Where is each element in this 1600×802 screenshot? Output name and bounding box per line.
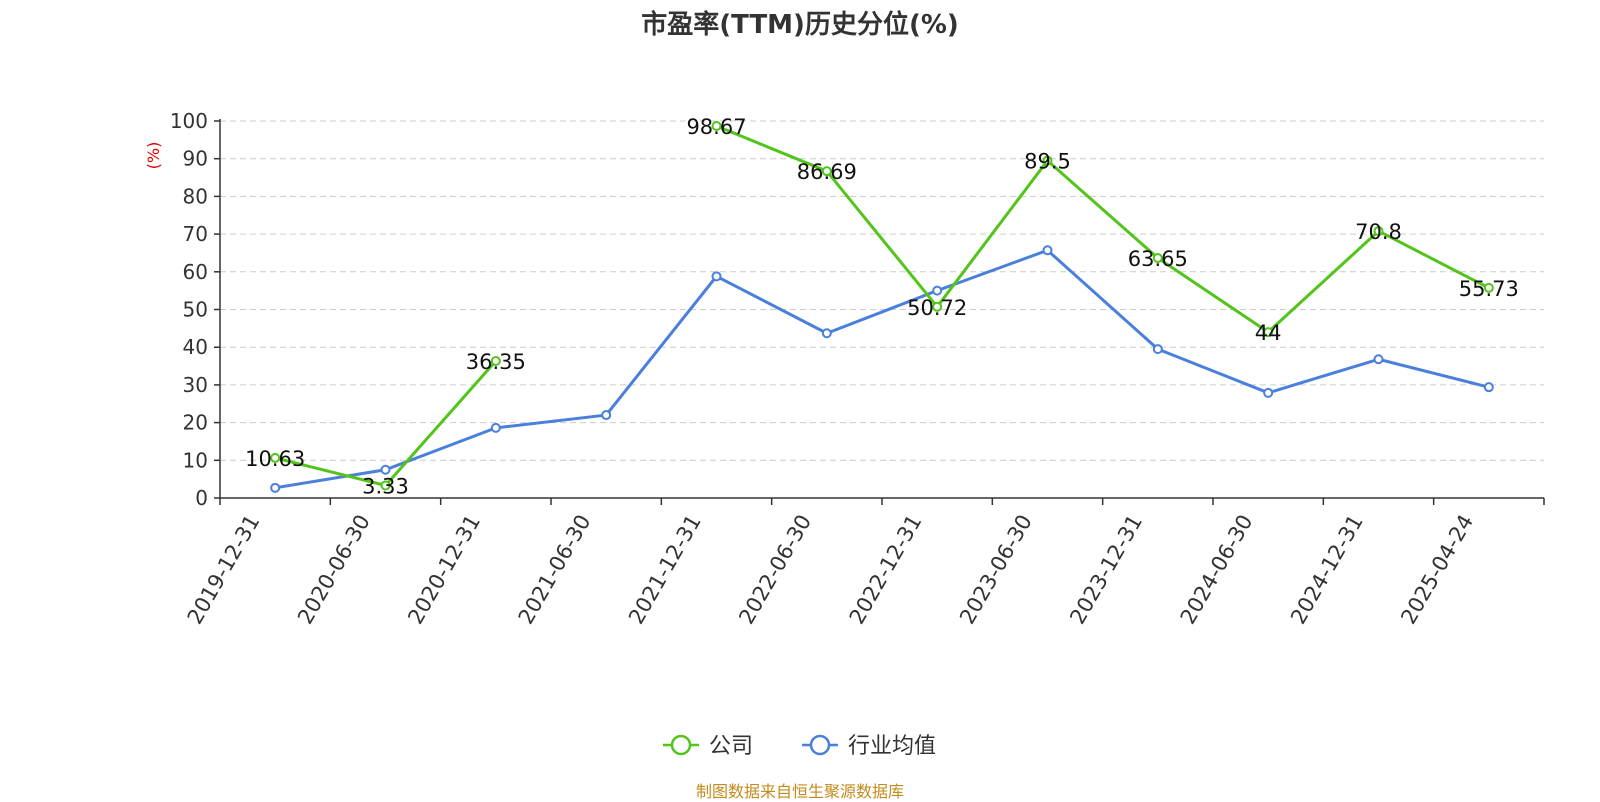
y-tick-label: 80	[183, 184, 208, 208]
data-point-company	[1483, 282, 1494, 293]
x-tick-label: 2023-06-30	[955, 511, 1037, 629]
x-tick-label: 2024-06-30	[1176, 511, 1258, 629]
data-label: 86.69	[797, 160, 857, 184]
data-label: 44	[1255, 321, 1282, 345]
y-tick-label: 10	[183, 448, 208, 472]
data-point-industry	[932, 285, 943, 296]
x-tick-label: 2024-12-31	[1286, 511, 1368, 629]
data-label: 50.72	[907, 296, 967, 320]
data-label: 3.33	[362, 474, 409, 498]
series-layer	[270, 121, 1494, 493]
x-tick-label: 2020-12-31	[403, 511, 485, 629]
chart-title: 市盈率(TTM)历史分位(%)	[641, 10, 959, 40]
legend-marker	[670, 734, 692, 756]
data-point-industry	[601, 410, 612, 421]
legend-label: 公司	[709, 734, 753, 759]
x-tick-label: 2023-12-31	[1065, 511, 1147, 629]
x-tick-label: 2021-12-31	[624, 511, 706, 629]
data-label: 10.63	[245, 447, 305, 471]
data-point-industry	[1263, 387, 1274, 398]
source-note: 制图数据来自恒生聚源数据库	[695, 782, 904, 801]
data-point-industry	[821, 328, 832, 339]
y-axis-title: (%)	[144, 142, 163, 170]
data-point-industry	[711, 271, 722, 282]
legend-label: 行业均值	[848, 734, 936, 759]
y-tick-label: 0	[195, 486, 208, 510]
x-tick-label: 2022-06-30	[734, 511, 816, 629]
data-label: 36.35	[466, 350, 526, 374]
data-label: 70.8	[1355, 220, 1402, 244]
data-point-industry	[380, 464, 391, 475]
data-point-company	[821, 166, 832, 177]
data-point-industry	[270, 482, 281, 493]
grid-lines	[220, 120, 1544, 461]
legend-marker	[809, 734, 831, 756]
data-label: 55.73	[1459, 277, 1519, 301]
data-label: 63.65	[1128, 247, 1188, 271]
data-point-company	[711, 121, 722, 132]
data-point-industry	[490, 422, 501, 433]
data-point-industry	[1373, 354, 1384, 365]
y-tick-label: 30	[183, 373, 208, 397]
x-tick-label: 2020-06-30	[293, 511, 375, 629]
y-tick-label: 40	[183, 335, 208, 359]
data-labels: 10.63 3.33 36.35 98.67 86.69 50.72 89.5 63.65 44…	[245, 115, 1519, 498]
series-line-industry	[274, 248, 1490, 490]
y-tick-label: 100	[170, 109, 208, 133]
data-point-company	[1373, 226, 1384, 237]
y-tick-label: 20	[183, 411, 208, 435]
data-point-industry	[1042, 245, 1053, 256]
data-point-company	[270, 452, 281, 463]
series-line-company	[715, 124, 1490, 334]
data-point-company	[932, 301, 943, 312]
y-tick-label: 70	[183, 222, 208, 246]
x-tick-label: 2021-06-30	[514, 511, 596, 629]
data-label: 89.5	[1024, 150, 1071, 174]
data-point-company	[1263, 327, 1274, 338]
x-tick-label: 2022-12-31	[845, 511, 927, 629]
data-label: 98.67	[686, 115, 746, 139]
y-tick-label: 50	[183, 298, 208, 322]
legend: 公司 行业均值	[663, 734, 936, 759]
data-point-company	[380, 480, 391, 491]
data-point-company	[1152, 253, 1163, 264]
data-point-industry	[1483, 382, 1494, 393]
data-point-company	[1042, 155, 1053, 166]
x-axis: 2019-12-31 2020-06-30 2020-12-31 2021-06-30…	[183, 497, 1545, 629]
y-tick-label: 60	[183, 260, 208, 284]
data-point-industry	[1152, 344, 1163, 355]
x-tick-label: 2025-04-24	[1396, 511, 1478, 629]
y-axis: 0 10 20 30 40 50 60 70 80 90 100 (%)	[144, 109, 221, 510]
x-tick-label: 2019-12-31	[183, 511, 265, 629]
data-point-company	[490, 355, 501, 366]
y-tick-label: 90	[183, 147, 208, 171]
